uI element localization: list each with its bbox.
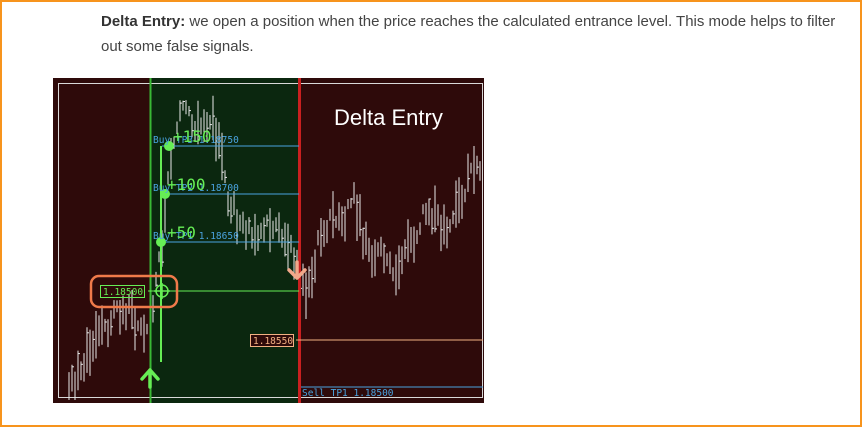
entry-price-label: 1.18500 (103, 287, 143, 298)
up-arrow-icon (140, 368, 160, 389)
buy-tp2-label: Buy TP2 1.18700 (153, 183, 239, 194)
profit-label-150: +150 (173, 127, 212, 146)
delta-entry-chart: Buy TP3 1.18750 Buy TP2 1.18700 Buy TP1 … (53, 78, 484, 403)
buy-zone (150, 78, 299, 403)
description-paragraph: Delta Entry: we open a position when the… (101, 9, 846, 59)
price-candles (68, 95, 481, 400)
buy-tp3-label: Buy TP3 1.18750 (153, 135, 239, 146)
description-lead: Delta Entry: (101, 13, 186, 30)
tp1-dot (156, 237, 166, 247)
tp3-dot (164, 141, 174, 151)
down-arrow-icon (287, 260, 307, 280)
sell-price-box (250, 334, 294, 347)
chart-svg: Buy TP3 1.18750 Buy TP2 1.18700 Buy TP1 … (53, 78, 484, 403)
description-body: we open a position when the price reache… (101, 13, 836, 55)
chart-title: Delta Entry (334, 105, 443, 130)
sell-price-label: 1.18550 (253, 336, 293, 347)
sell-tp1-label: Sell TP1 1.18500 (302, 388, 394, 399)
crosshair-icon (154, 283, 170, 299)
profit-label-50: +50 (167, 223, 196, 242)
buy-tp1-label: Buy TP1 1.18650 (153, 231, 239, 242)
chart-border (58, 83, 483, 398)
profit-label-100: +100 (167, 175, 206, 194)
entry-price-box (100, 285, 145, 298)
tp2-dot (160, 189, 170, 199)
entry-highlight (89, 274, 179, 309)
